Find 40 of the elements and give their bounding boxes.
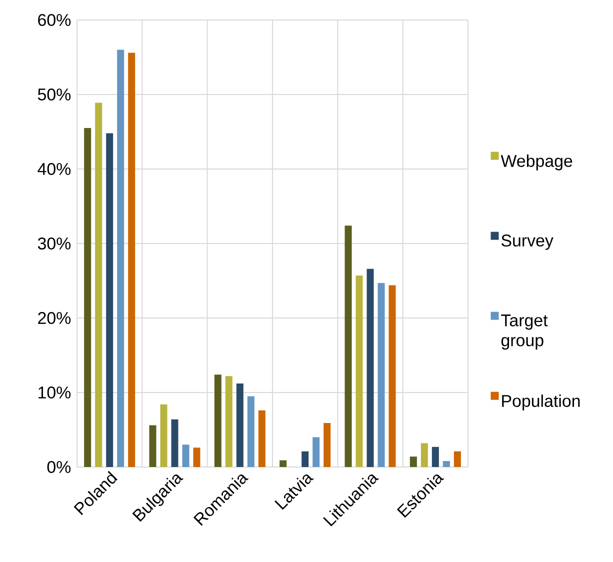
bar (442, 461, 450, 467)
legend-label: Target group (501, 314, 548, 350)
bar (106, 133, 114, 467)
bar (95, 102, 102, 467)
bar (214, 374, 222, 467)
bar (182, 444, 190, 467)
bar (344, 226, 352, 467)
bar (366, 268, 374, 467)
bar (236, 384, 244, 467)
bar (171, 419, 178, 467)
bar (193, 448, 200, 467)
bar (432, 446, 439, 467)
bar (378, 282, 385, 467)
y-tick-label: 10% (38, 386, 71, 398)
bar (225, 376, 232, 467)
bar (302, 451, 309, 467)
bar (280, 460, 287, 467)
y-tick-label: 40% (38, 163, 71, 175)
bar (312, 437, 320, 467)
bar (420, 443, 428, 467)
bar (117, 50, 124, 467)
legend-label: Survey (501, 234, 554, 250)
y-tick-label: 60% (38, 14, 71, 26)
bar (160, 404, 168, 467)
bar (356, 276, 363, 467)
bar (258, 410, 266, 467)
bar (128, 52, 136, 467)
bar (247, 396, 254, 467)
bar (410, 456, 417, 467)
bar (324, 423, 331, 467)
y-tick-label: 50% (38, 88, 71, 100)
y-tick-label: 30% (38, 238, 71, 250)
legend-label: Population (502, 394, 580, 410)
y-tick-label: 20% (38, 312, 71, 324)
bar (149, 425, 156, 467)
bar (84, 128, 92, 467)
bar (454, 451, 461, 467)
y-tick-label: 0% (47, 461, 71, 473)
bar (388, 285, 396, 467)
legend-label: Webpage (500, 154, 572, 170)
